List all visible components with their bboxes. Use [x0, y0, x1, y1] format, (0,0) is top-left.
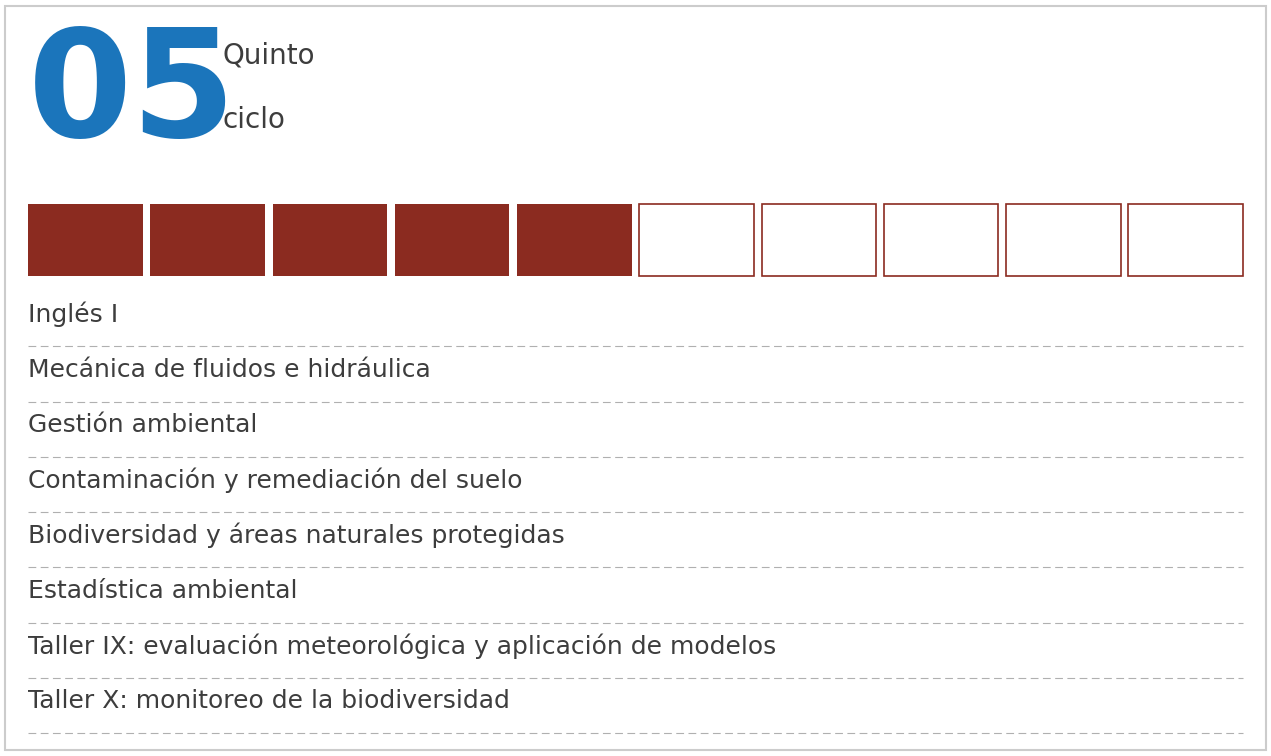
Bar	[517, 204, 632, 276]
Bar	[1007, 204, 1121, 276]
Bar	[761, 204, 876, 276]
Bar	[883, 204, 999, 276]
Text: Biodiversidad y áreas naturales protegidas: Biodiversidad y áreas naturales protegid…	[28, 522, 564, 548]
Bar	[1129, 204, 1243, 276]
Text: Gestión ambiental: Gestión ambiental	[28, 413, 257, 437]
Bar	[28, 204, 142, 276]
Bar	[395, 204, 510, 276]
Text: Quinto: Quinto	[222, 42, 315, 70]
Text: Estadística ambiental: Estadística ambiental	[28, 578, 297, 603]
Text: 05: 05	[28, 23, 236, 168]
Bar	[272, 204, 388, 276]
Bar	[639, 204, 754, 276]
Text: Taller X: monitoreo de la biodiversidad: Taller X: monitoreo de la biodiversidad	[28, 689, 510, 713]
Text: Contaminación y remediación del suelo: Contaminación y remediación del suelo	[28, 467, 522, 493]
Text: Mecánica de fluidos e hidráulica: Mecánica de fluidos e hidráulica	[28, 358, 431, 382]
Text: Inglés I: Inglés I	[28, 302, 118, 327]
Text: Taller IX: evaluación meteorológica y aplicación de modelos: Taller IX: evaluación meteorológica y ap…	[28, 634, 777, 658]
Bar	[150, 204, 264, 276]
Text: ciclo: ciclo	[222, 106, 285, 134]
